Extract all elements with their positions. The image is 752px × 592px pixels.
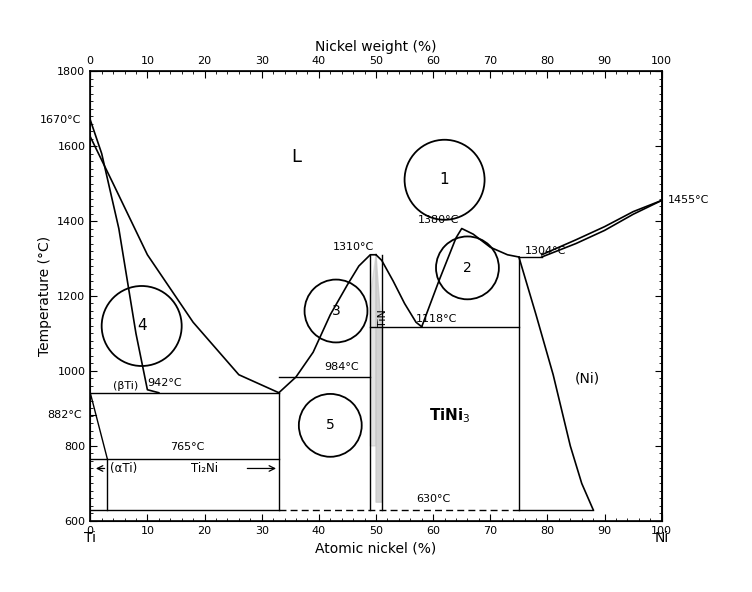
Text: Ni: Ni xyxy=(655,532,669,545)
Text: Ti₂Ni: Ti₂Ni xyxy=(191,462,218,475)
Text: 984°C: 984°C xyxy=(325,362,359,372)
Text: 1455°C: 1455°C xyxy=(668,195,709,205)
Text: 1118°C: 1118°C xyxy=(416,314,457,324)
Text: (αTi): (αTi) xyxy=(111,462,138,475)
Text: 942°C: 942°C xyxy=(147,378,182,388)
Text: 1380°C: 1380°C xyxy=(418,215,459,225)
Text: 882°C: 882°C xyxy=(47,410,82,420)
X-axis label: Atomic nickel (%): Atomic nickel (%) xyxy=(315,541,437,555)
Text: 1310°C: 1310°C xyxy=(332,242,374,252)
Text: Ti: Ti xyxy=(84,532,96,545)
Text: 1670°C: 1670°C xyxy=(41,115,82,125)
Text: 5: 5 xyxy=(326,419,335,432)
Text: 2: 2 xyxy=(463,261,472,275)
X-axis label: Nickel weight (%): Nickel weight (%) xyxy=(315,40,437,54)
Text: TiNi$_3$: TiNi$_3$ xyxy=(429,407,471,425)
Y-axis label: Temperature (°C): Temperature (°C) xyxy=(38,236,52,356)
Text: TiN: TiN xyxy=(378,310,388,327)
Text: 765°C: 765°C xyxy=(170,442,205,452)
Text: 3: 3 xyxy=(332,304,341,318)
Text: (βTi): (βTi) xyxy=(113,381,138,391)
Text: 4: 4 xyxy=(137,318,147,333)
Text: 1: 1 xyxy=(440,172,450,187)
Text: 1304°C: 1304°C xyxy=(525,246,566,256)
Polygon shape xyxy=(376,255,382,502)
Text: (Ni): (Ni) xyxy=(575,372,600,385)
Polygon shape xyxy=(370,255,376,446)
Text: L: L xyxy=(291,148,301,166)
Text: 630°C: 630°C xyxy=(416,494,450,504)
